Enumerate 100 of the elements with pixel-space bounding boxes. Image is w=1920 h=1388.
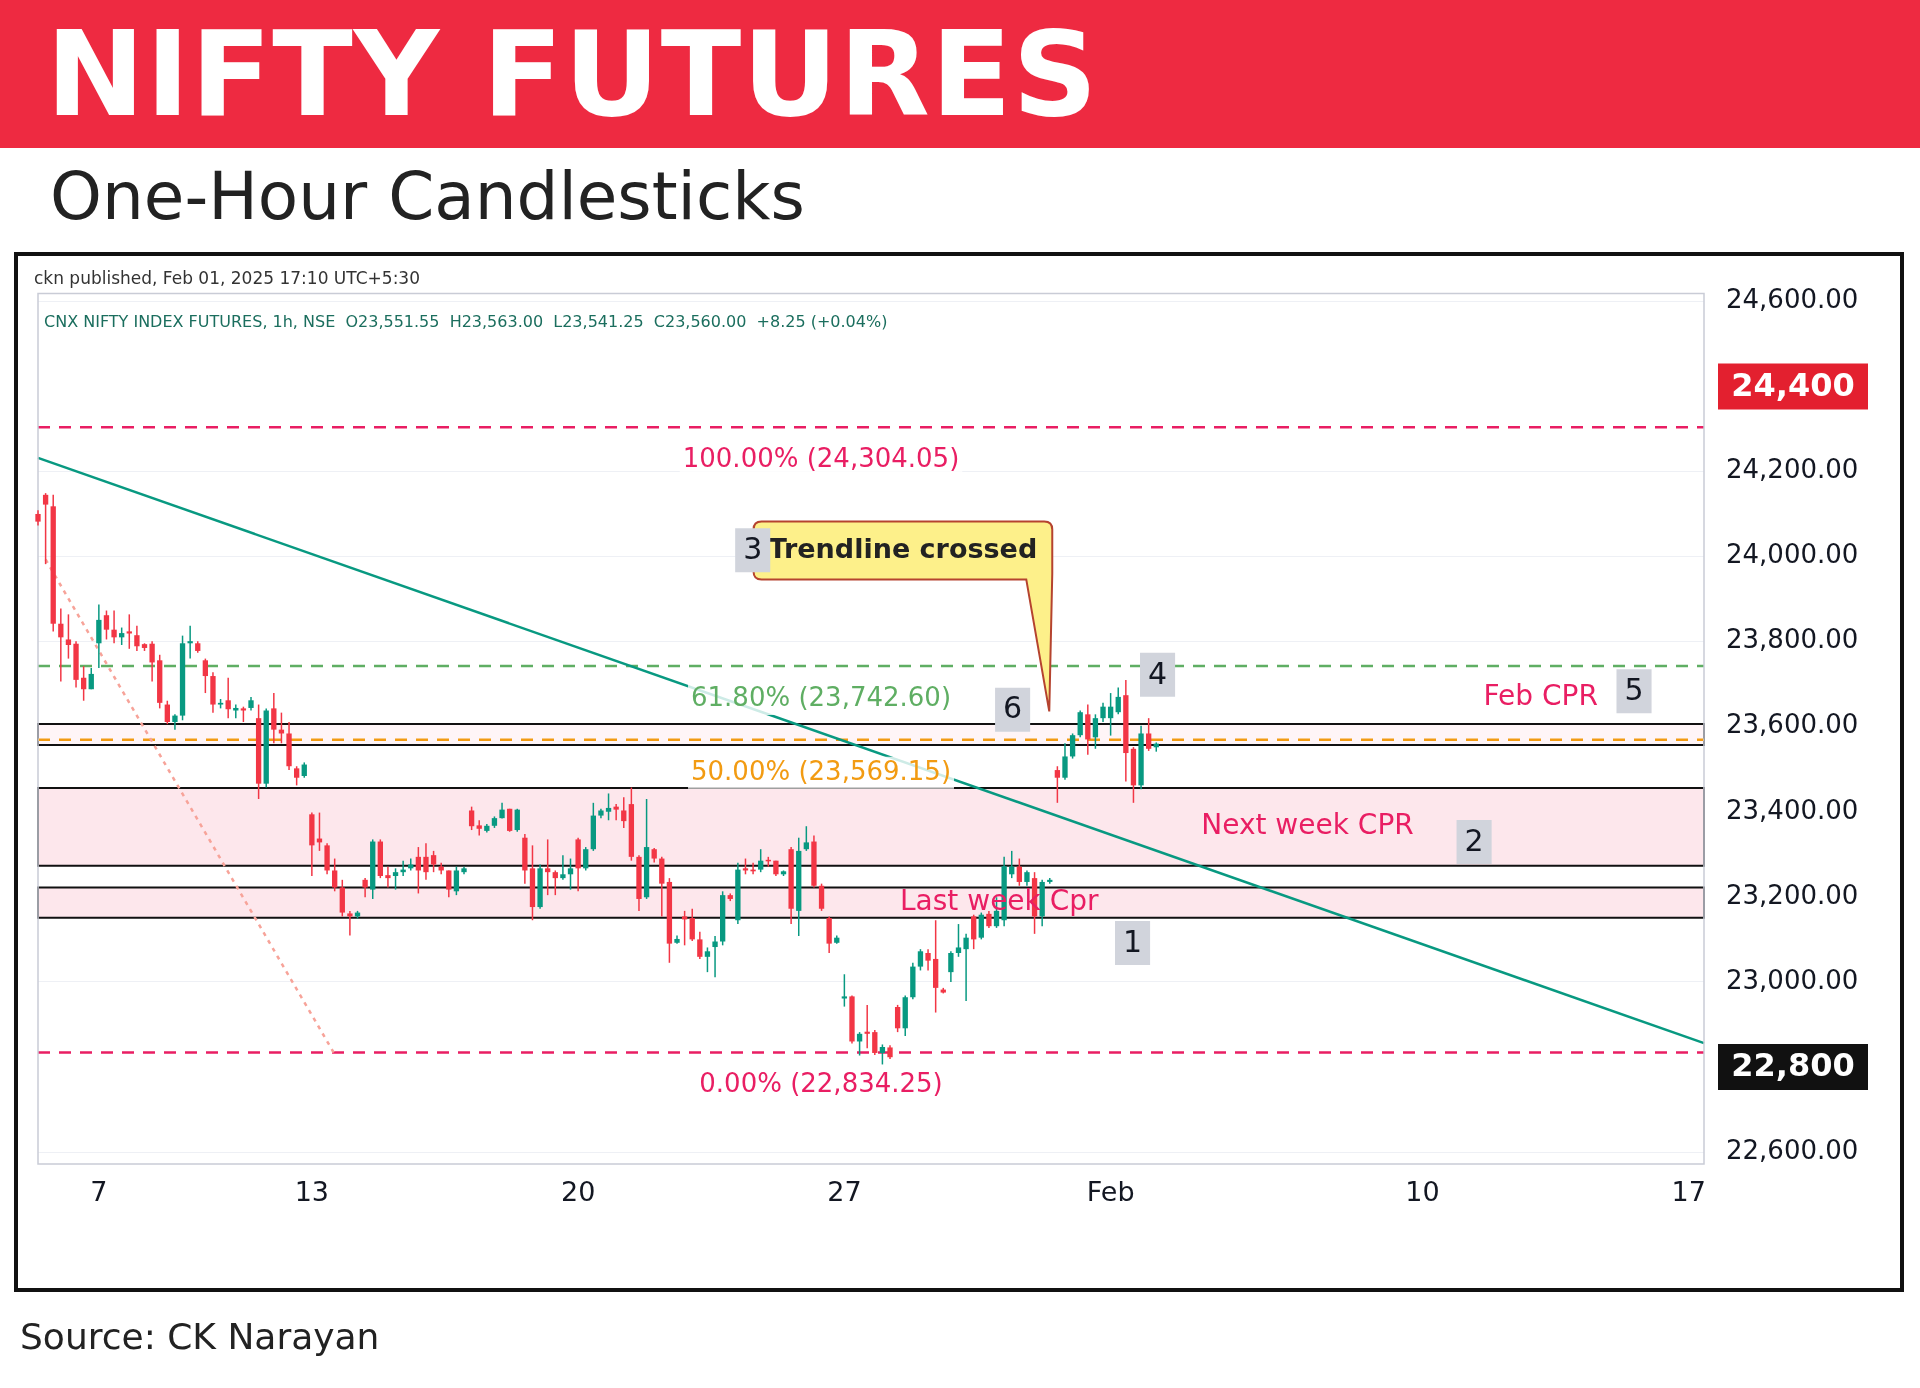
candlestick [545,838,551,896]
y-tick-label: 24,600.00 [1726,284,1859,315]
annotation: 3 [743,531,763,567]
candlestick [925,948,931,972]
candlestick [613,803,619,822]
candlestick [446,869,452,899]
candlestick [1047,877,1053,885]
y-tick-label: 23,600.00 [1726,709,1859,740]
candlestick [164,699,170,725]
candlestick [894,1004,901,1033]
y-tick-label: 24,000.00 [1726,539,1859,570]
ref-line-label: 50.00% (23,569.15) [691,755,952,786]
candlestick [1077,709,1083,739]
candlestick [187,625,193,660]
candlestick [202,657,209,694]
candlestick [1107,692,1114,737]
candlestick [803,825,809,852]
candlestick [103,609,110,641]
annotation: Next week CPR [1201,807,1414,841]
candlestick [293,765,300,787]
candlestick [347,910,353,937]
candlestick [362,877,368,899]
candlestick [468,805,475,831]
candlestick [1062,742,1068,781]
annotation: 6 [1003,690,1023,726]
candlestick [415,846,422,895]
annotation: Feb CPR [1483,678,1598,712]
candlestick [149,640,155,683]
ref-line-label: 0.00% (22,834.25) [699,1068,943,1099]
candlestick [225,677,231,719]
chart-subtitle: One-Hour Candlesticks [50,158,805,235]
candlestick [758,848,764,873]
candlestick [917,948,924,972]
text: 24,400 [1731,365,1855,404]
candlestick [1100,702,1106,723]
x-tick-label: 27 [827,1176,862,1208]
x-tick-label: 20 [560,1176,596,1208]
candlestick [1115,686,1121,716]
candlestick [80,665,87,702]
x-tick-label: 17 [1671,1176,1706,1208]
chart-title: NIFTY FUTURES [0,0,1920,148]
candlestick [560,854,566,881]
candlestick [704,946,711,973]
annotation: CNX NIFTY INDEX FUTURES, 1h, NSE O23,551.55 H23,563.00 L23,541.25 C23,560.00 +8.25 (+0.04%) [44,312,888,332]
candlestick [126,613,132,650]
candlestick [42,492,49,565]
annotation: 1 [1123,923,1143,959]
candlestick [712,935,718,978]
candlestick [65,613,72,660]
candlestick [955,923,962,958]
candlestick [841,973,848,1008]
candlestick [453,865,460,896]
source-note: Source: CK Narayan [20,1316,380,1357]
candlestick [697,930,703,960]
candlestick [430,850,437,873]
candlestick [514,808,520,833]
y-tick-label: 24,200.00 [1726,454,1859,485]
candlestick [1054,765,1061,804]
candlestick [963,933,969,1002]
x-tick-label: 7 [90,1176,108,1208]
annotation: 4 [1148,655,1168,691]
y-tick-label: 23,400.00 [1726,794,1859,825]
candlestick [58,607,64,683]
candlestick [567,857,574,891]
x-tick-label: 13 [294,1176,330,1208]
candlestick [552,869,558,896]
candlestick [681,910,688,947]
y-tick-label: 23,000.00 [1726,964,1859,995]
candlestick [971,913,977,950]
candlestick [948,950,954,983]
candlestick [1092,713,1099,750]
ref-line-label: 61.80% (23,742.60) [691,681,952,712]
candlestick [134,625,140,652]
candlestick [872,1029,878,1056]
candlestick [689,908,695,942]
candlestick [1146,717,1152,752]
candlestick [385,865,391,889]
candlestick [583,846,589,872]
candlestick [423,842,429,881]
candlestick [332,857,338,893]
candlestick [1069,732,1076,760]
candlestick [818,882,825,912]
text: ckn published, Feb 01, 2025 17:10 UTC+5:30 [34,268,420,289]
candlestick [111,609,117,645]
y-tick-label: 23,800.00 [1726,624,1859,655]
candlestick [271,692,277,745]
candlestick [864,1004,870,1050]
text: 22,800 [1731,1046,1855,1085]
candlestick [978,911,984,941]
candlestick [392,867,399,891]
annotation: 5 [1624,672,1644,708]
candlestick [96,603,102,669]
y-tick-label: 23,200.00 [1726,879,1859,910]
candlestick [621,796,627,829]
annotation: 2 [1464,822,1484,858]
candlestick [605,792,612,822]
candlestick [476,819,482,837]
candlestick [233,703,239,719]
candlestick [879,1043,886,1066]
y-tick-label: 22,600.00 [1726,1134,1859,1165]
